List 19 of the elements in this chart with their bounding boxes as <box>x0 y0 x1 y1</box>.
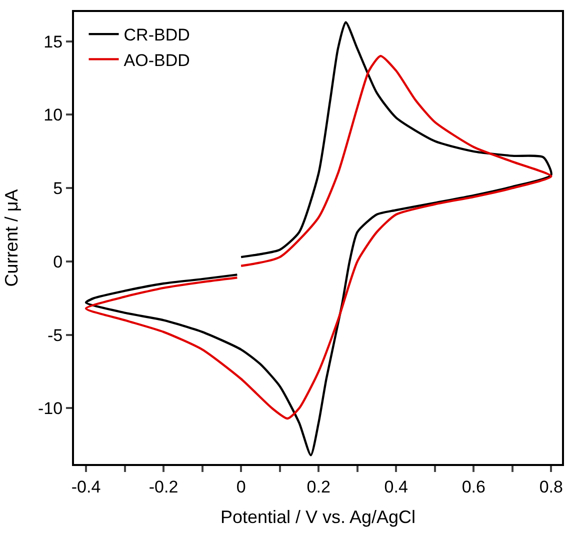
x-tick-label: -0.2 <box>148 477 178 496</box>
x-tick-label: 0.6 <box>462 477 486 496</box>
line-series <box>84 54 552 420</box>
y-tick-label: 5 <box>53 179 63 198</box>
line-series <box>84 21 552 456</box>
y-axis-title: Current / μA <box>2 189 22 287</box>
y-tick-label: 10 <box>44 106 63 125</box>
legend-label: AO-BDD <box>124 50 190 70</box>
y-tick-label: -10 <box>38 399 63 418</box>
y-tick-label: 15 <box>44 32 63 52</box>
y-tick-label: -5 <box>47 326 63 345</box>
x-tick-label: 0.4 <box>384 477 408 496</box>
y-tick-label: 0 <box>53 252 63 272</box>
legend-label: CR-BDD <box>124 26 190 45</box>
x-tick-label: 0 <box>236 477 246 496</box>
x-tick-label: 0.8 <box>539 477 563 496</box>
x-tick-label: -0.4 <box>71 477 101 496</box>
x-axis-title: Potential / V vs. Ag/AgCl <box>220 507 416 527</box>
x-tick-label: 0.2 <box>306 477 330 496</box>
